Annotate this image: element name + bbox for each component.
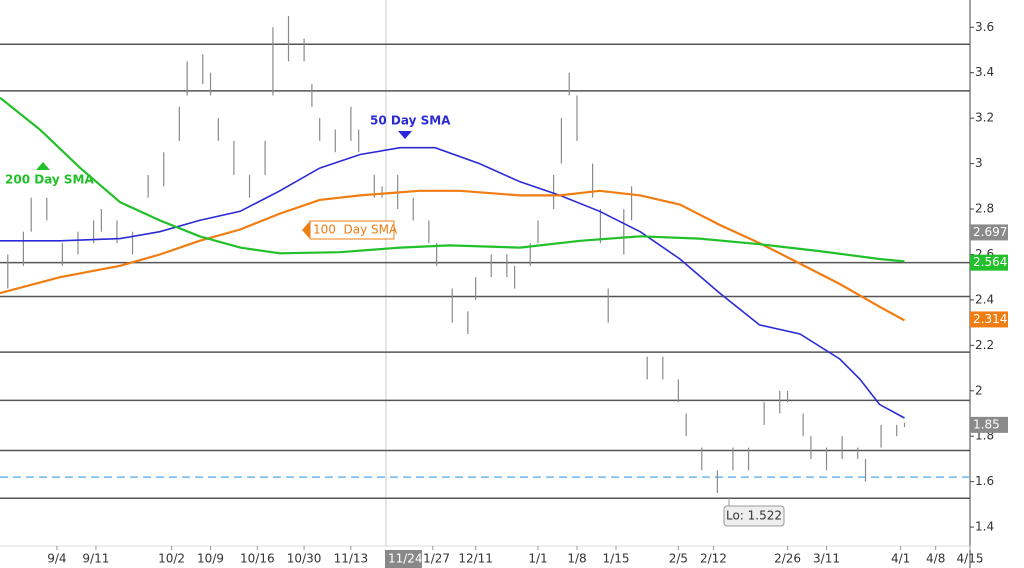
y-tick-label: 2 [975, 383, 983, 397]
annotation-arrow [398, 131, 412, 139]
price-tag-label: 2.697 [973, 225, 1007, 239]
y-tick-label: 2.8 [975, 202, 994, 216]
x-tick-label: 1/1 [528, 552, 547, 566]
x-tick-label: 12/11 [458, 552, 493, 566]
x-tick-label: 9/4 [47, 552, 66, 566]
price-tag-label: 2.314 [973, 312, 1007, 326]
price-tag-label: 1.85 [973, 417, 1000, 431]
annotation-arrow [302, 221, 310, 239]
x-tick-label: 10/30 [287, 552, 322, 566]
annotation: 50 Day SMA [370, 114, 451, 128]
crosshair-label-box [384, 550, 422, 568]
price-tag [970, 416, 1008, 433]
y-tick-label: 3.2 [975, 111, 994, 125]
x-tick-label: 4/8 [926, 552, 945, 566]
y-tick-label: 2.2 [975, 338, 994, 352]
y-tick-label: 3.4 [975, 65, 994, 79]
x-tick-label: 11/27 [415, 552, 450, 566]
x-tick-label: 9/11 [82, 552, 109, 566]
x-tick-label: 10/9 [197, 552, 224, 566]
annotation: 100 Day SMA [313, 223, 398, 237]
crosshair-label: 11/24 [388, 552, 423, 566]
price-tag-label: 2.564 [973, 255, 1007, 269]
y-tick-label: 1.6 [975, 474, 994, 488]
x-tick-label: 1/8 [567, 552, 586, 566]
x-tick-label: 2/5 [669, 552, 688, 566]
low-annotation: Lo: 1.522 [726, 509, 782, 523]
x-tick-label: 2/12 [700, 552, 727, 566]
x-tick-label: 4/15 [957, 552, 984, 566]
y-tick-label: 3.6 [975, 20, 994, 34]
x-tick-label: 10/16 [240, 552, 275, 566]
sma-line [0, 189, 906, 322]
y-tick-label: 3 [975, 156, 983, 170]
y-tick-label: 2.4 [975, 292, 994, 306]
x-tick-label: 4/1 [891, 552, 910, 566]
annotation-arrow [36, 162, 50, 170]
annotation: 200 Day SMA [5, 173, 95, 187]
sma-line [0, 146, 905, 419]
price-tag [970, 224, 1008, 241]
x-tick-label: 1/15 [603, 552, 630, 566]
annotation-box [723, 505, 785, 527]
x-tick-label: 2/26 [774, 552, 801, 566]
price-tag [970, 311, 1008, 328]
y-tick-label: 1.4 [975, 520, 994, 534]
x-tick-label: 3/11 [813, 552, 840, 566]
price-tag [970, 254, 1008, 271]
sma-line [0, 96, 905, 263]
x-tick-label: 11/13 [334, 552, 369, 566]
annotation-box [309, 220, 395, 240]
x-tick-label: 10/2 [158, 552, 185, 566]
